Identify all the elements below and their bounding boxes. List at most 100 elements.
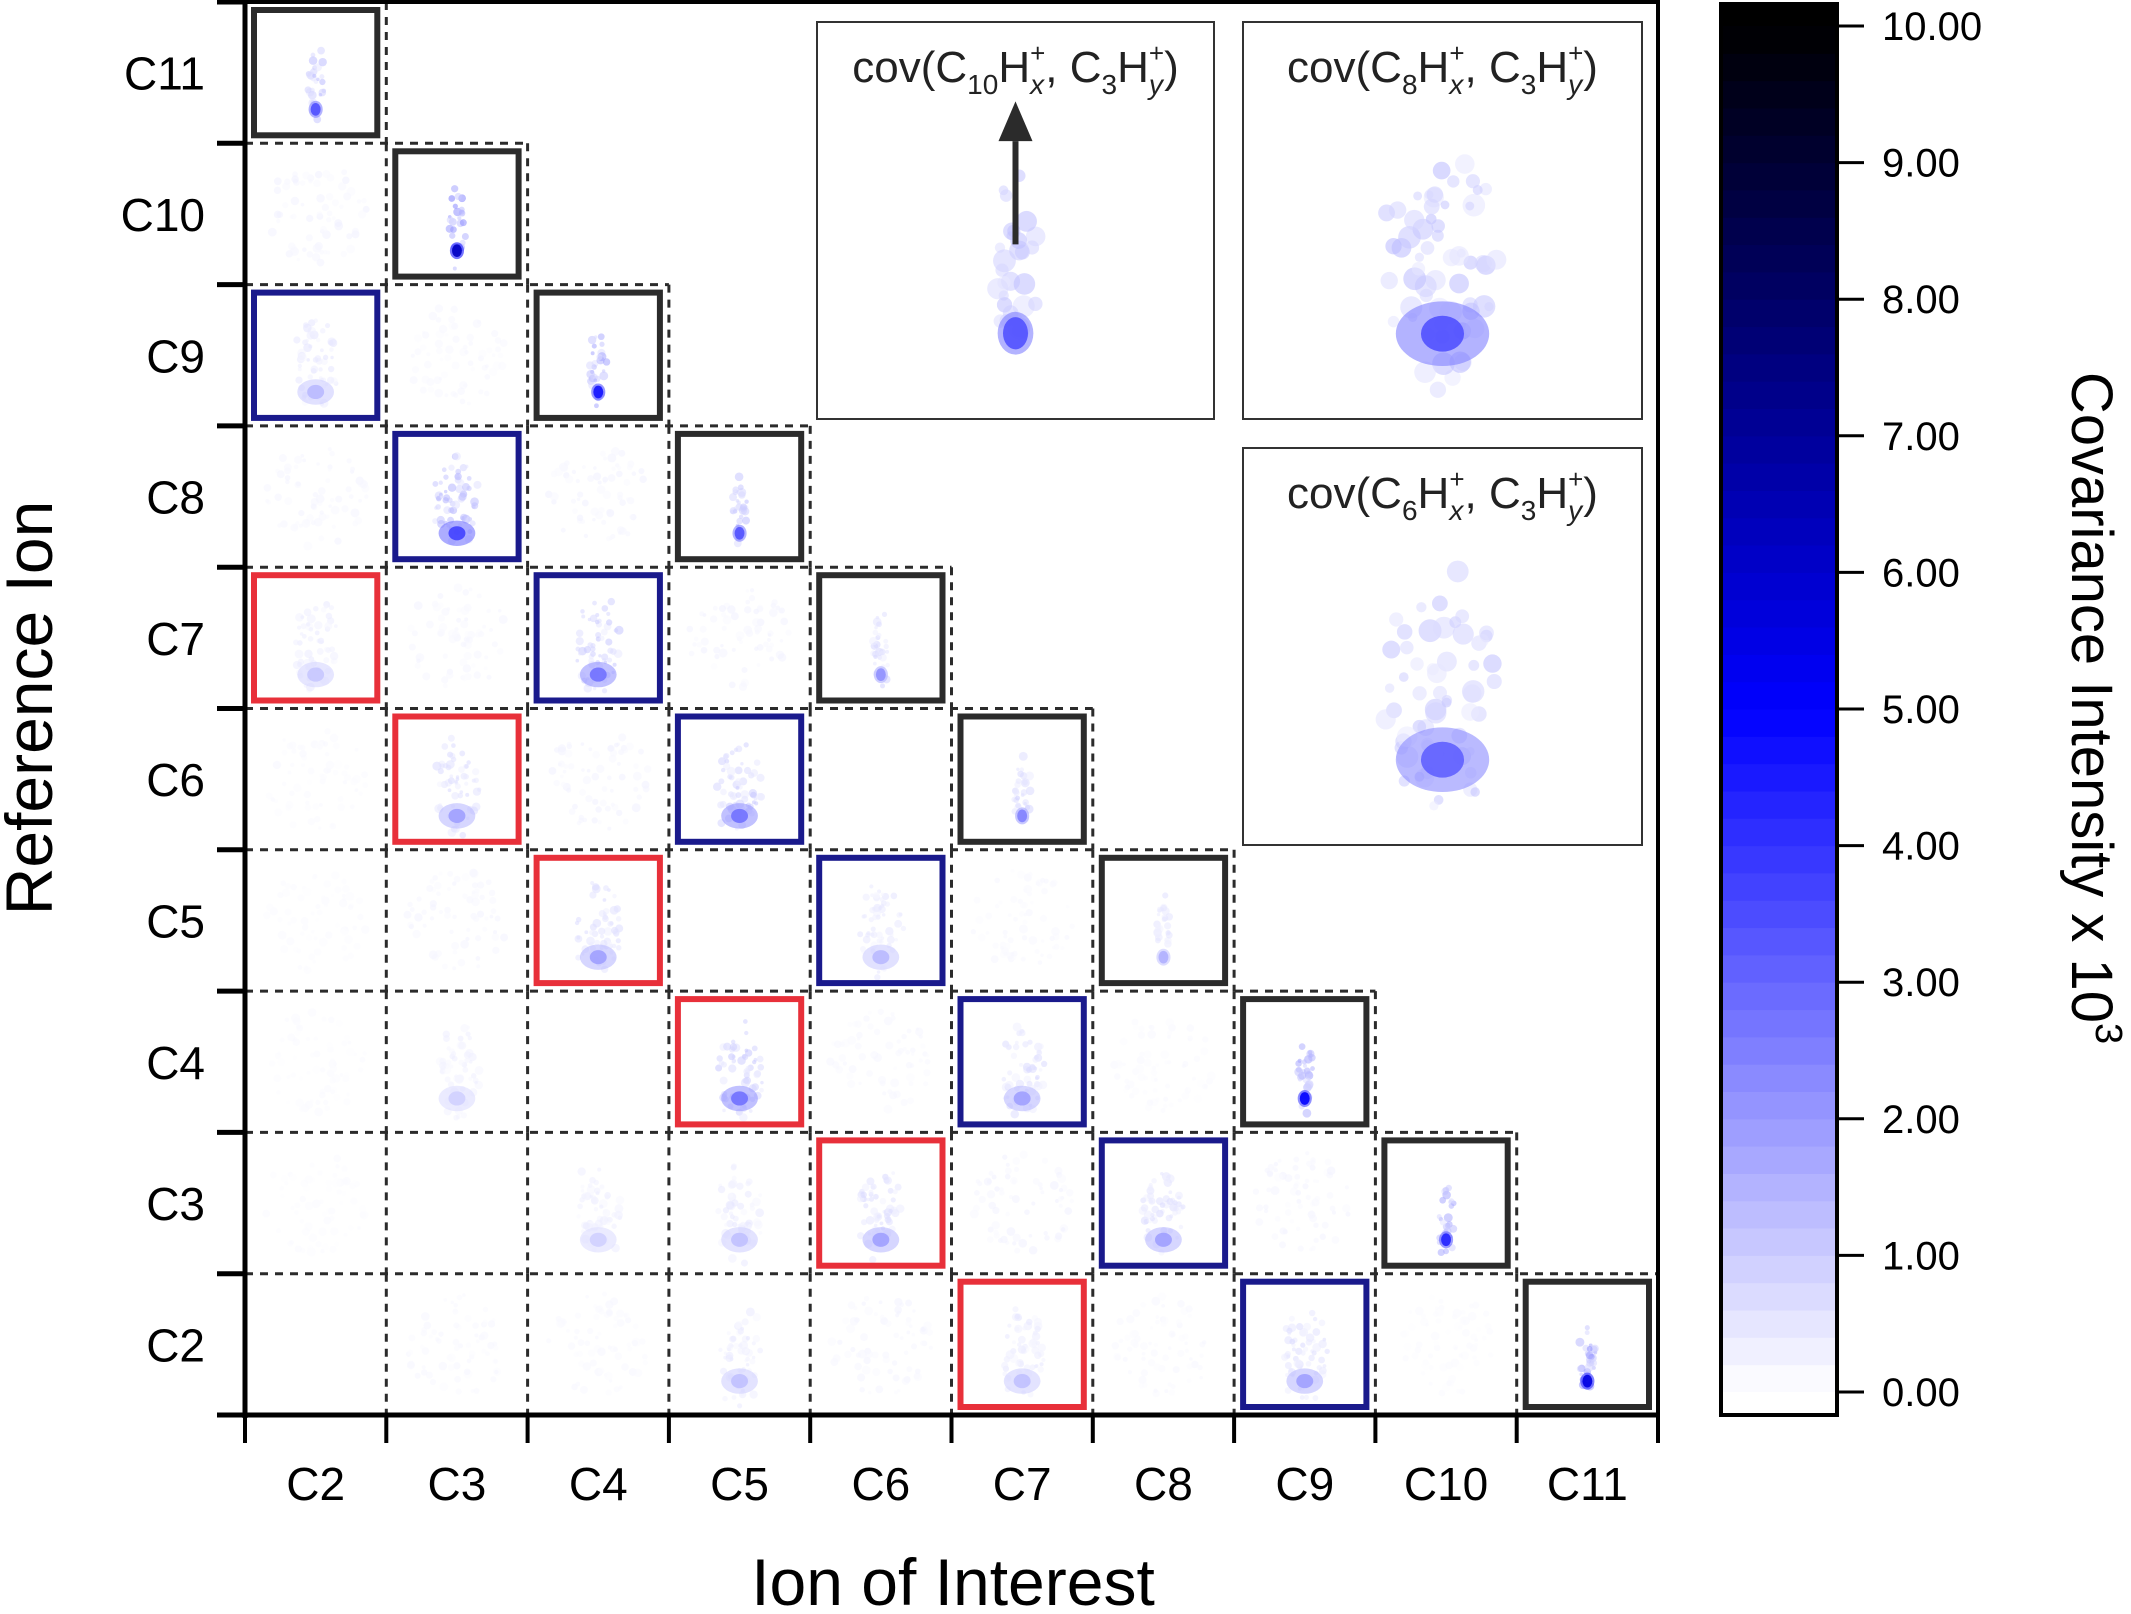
speckle — [1010, 1052, 1018, 1060]
blob-core — [448, 1091, 466, 1106]
speckle — [720, 788, 727, 796]
speckle — [1289, 1218, 1295, 1224]
speckle — [1017, 1335, 1026, 1344]
speckle — [444, 354, 452, 362]
speckle — [313, 63, 322, 72]
speckle — [314, 355, 322, 362]
speckle — [478, 389, 484, 395]
speckle — [900, 925, 907, 932]
speckle — [1003, 934, 1008, 939]
speckle — [874, 974, 881, 981]
speckle — [1161, 916, 1167, 922]
speckle — [343, 192, 352, 201]
speckle — [1389, 612, 1404, 627]
speckle — [1175, 1191, 1183, 1200]
speckle — [1116, 1317, 1124, 1326]
speckle — [484, 373, 491, 380]
blob-core — [1017, 809, 1028, 823]
speckle — [1415, 1341, 1423, 1349]
speckle — [1294, 1173, 1301, 1180]
speckle — [486, 674, 492, 680]
speckle — [1438, 1389, 1446, 1397]
inset-title-part: ) — [1164, 43, 1179, 92]
speckle — [343, 764, 350, 770]
heatmap-cell-C5-C3 — [403, 868, 509, 971]
speckle — [1005, 1043, 1012, 1051]
speckle — [590, 881, 595, 886]
speckle — [452, 452, 461, 461]
speckle — [446, 607, 451, 611]
speckle — [1010, 868, 1015, 873]
speckle — [856, 1031, 863, 1039]
speckle — [286, 1074, 291, 1080]
speckle — [301, 1227, 310, 1236]
speckle — [1396, 624, 1413, 640]
speckle — [476, 964, 481, 969]
speckle — [334, 537, 342, 545]
speckle — [854, 1362, 862, 1371]
speckle — [602, 1291, 607, 1297]
speckle — [560, 527, 566, 533]
speckle — [1150, 1065, 1157, 1072]
speckle — [465, 792, 470, 797]
heatmap-cell-C2-C3 — [405, 1293, 502, 1395]
speckle — [910, 1343, 918, 1350]
speckle — [877, 1008, 884, 1015]
speckle — [1295, 1190, 1302, 1196]
heatmap-cell-C3-C2 — [262, 1154, 369, 1257]
speckle — [308, 90, 317, 100]
speckle — [583, 646, 591, 654]
speckle — [1038, 1080, 1048, 1090]
speckle — [1304, 1070, 1313, 1079]
speckle — [1304, 1081, 1314, 1091]
speckle — [292, 1055, 298, 1061]
speckle — [723, 752, 730, 759]
colorbar-band — [1723, 599, 1835, 628]
speckle — [742, 1019, 748, 1024]
speckle — [1181, 1063, 1186, 1069]
speckle — [485, 364, 489, 369]
speckle — [1590, 1359, 1598, 1367]
speckle — [731, 647, 736, 652]
speckle — [1274, 1172, 1283, 1182]
speckle — [742, 1053, 749, 1061]
speckle — [599, 635, 605, 641]
speckle — [581, 464, 586, 470]
speckle — [348, 494, 354, 500]
speckle — [331, 199, 339, 207]
heatmap-cell-C3-C10 — [1436, 1184, 1458, 1257]
speckle — [1402, 1355, 1409, 1362]
heatmap-cell-C5-C2 — [263, 871, 370, 975]
speckle — [280, 945, 289, 954]
speckle — [464, 630, 472, 639]
speckle — [1456, 1388, 1461, 1394]
speckle — [350, 508, 360, 518]
speckle — [745, 589, 750, 593]
speckle — [729, 1214, 735, 1220]
speckle — [1003, 942, 1011, 950]
speckle — [432, 761, 442, 771]
speckle — [858, 1053, 867, 1061]
speckle — [475, 935, 482, 942]
speckle — [1168, 1102, 1174, 1108]
speckle — [458, 1041, 467, 1050]
speckle — [560, 781, 567, 788]
speckle — [326, 1042, 333, 1048]
heatmap-cell-C4-C5 — [715, 1019, 765, 1122]
speckle — [592, 600, 597, 606]
speckle — [720, 643, 724, 648]
speckle — [734, 472, 744, 482]
colorbar-band — [1723, 927, 1835, 956]
heatmap-cell-C2-C8 — [1111, 1292, 1207, 1398]
speckle — [603, 885, 609, 891]
speckle — [307, 1008, 317, 1017]
speckle — [1461, 703, 1479, 721]
speckle — [421, 1365, 426, 1370]
speckle — [297, 744, 303, 751]
speckle — [612, 893, 617, 899]
speckle — [1111, 1342, 1120, 1350]
speckle — [737, 1223, 742, 1228]
heatmap-cell-C3-C4 — [576, 1167, 625, 1253]
speckle — [642, 785, 650, 793]
speckle — [429, 916, 435, 921]
